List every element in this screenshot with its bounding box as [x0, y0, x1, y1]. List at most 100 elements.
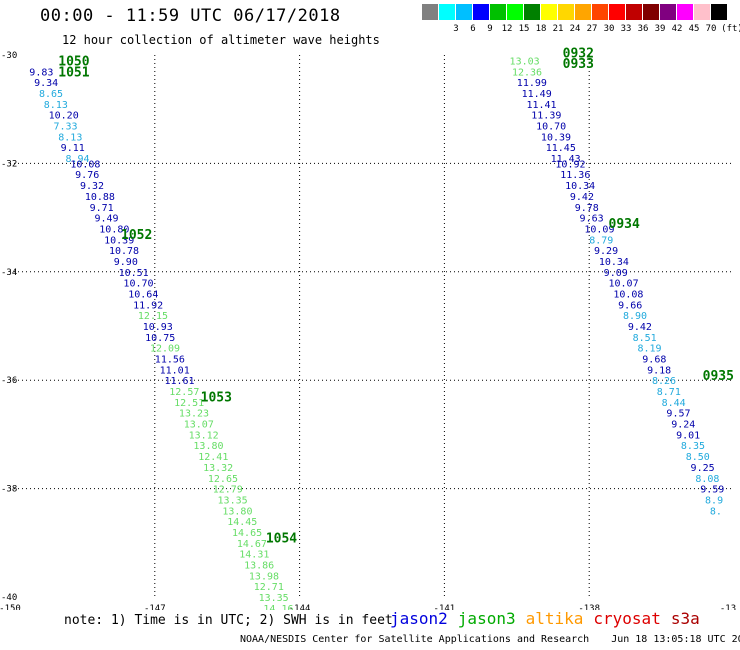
color-swatch — [609, 4, 626, 20]
wave-height-value: 13.98 — [249, 571, 279, 582]
wave-height-value: 12.79 — [213, 485, 243, 496]
wave-height-value: 14.67 — [237, 539, 267, 550]
lon-tick-label: -144 — [289, 604, 311, 610]
wave-height-value: 12.09 — [150, 344, 180, 355]
color-scale-label: 18 — [535, 24, 547, 34]
wave-height-value: 11.92 — [133, 300, 163, 311]
wave-height-value: 9.25 — [691, 463, 715, 474]
lat-tick-label: -36 — [1, 376, 17, 386]
wave-height-value: 14.31 — [239, 550, 269, 561]
credit-text: NOAA/NESDIS Center for Satellite Applica… — [240, 634, 590, 645]
wave-height-value: 9.01 — [676, 430, 700, 441]
lon-tick-label: -13 — [720, 604, 736, 610]
wave-height-value: 8.90 — [623, 311, 647, 322]
lat-tick-label: -34 — [1, 268, 17, 278]
wave-height-value: 12.15 — [138, 311, 168, 322]
page-title: 00:00 - 11:59 UTC 06/17/2018 — [40, 6, 341, 26]
color-scale-label: 45 — [688, 24, 700, 34]
color-scale-label: 36 — [637, 24, 649, 34]
color-swatch — [643, 4, 660, 20]
color-scale-label: 42 — [671, 24, 683, 34]
wave-height-value: 9.57 — [666, 409, 690, 420]
wave-height-value: 10.70 — [536, 121, 566, 132]
wave-height-value: 10.08 — [70, 159, 100, 170]
wave-height-value: 8.13 — [44, 100, 68, 111]
color-scale-label: 9 — [487, 24, 493, 34]
wave-height-value: 10.80 — [99, 224, 129, 235]
color-scale-label: 70 — [705, 24, 717, 34]
wave-height-value: 13.80 — [193, 441, 223, 452]
legend-cryosat: cryosat — [593, 609, 661, 628]
wave-height-value: 9.29 — [594, 246, 618, 257]
wave-height-value: 11.01 — [160, 365, 190, 376]
wave-height-value: 9.68 — [642, 355, 666, 366]
wave-height-value: 13.35 — [218, 495, 248, 506]
pass-time-label: 0933 — [563, 57, 594, 72]
satellite-legend: jason2 jason3 altika cryosat s3a — [390, 609, 710, 628]
lat-tick-label: -30 — [1, 51, 17, 61]
wave-height-value: 11.45 — [546, 143, 576, 154]
wave-height-value: 13.07 — [184, 420, 214, 431]
wave-height-value: 9.32 — [80, 181, 104, 192]
wave-height-value: 9.59 — [700, 485, 724, 496]
color-scale-label: 33 — [620, 24, 632, 34]
wave-height-value: 9.42 — [570, 192, 594, 203]
wave-height-value: 13.12 — [189, 430, 219, 441]
color-swatch — [711, 4, 728, 20]
wave-height-value: 9.34 — [34, 78, 58, 89]
wave-height-value: 10.39 — [104, 235, 134, 246]
wave-height-value: 11.41 — [526, 100, 556, 111]
wave-height-value: 13.23 — [179, 409, 209, 420]
wave-height-value: 10.34 — [599, 257, 629, 268]
color-swatch — [456, 4, 473, 20]
color-scale-label: 27 — [586, 24, 598, 34]
wave-height-value: 10.07 — [609, 279, 639, 290]
color-scale-label: 30 — [603, 24, 615, 34]
wave-height-value: 13.80 — [222, 506, 252, 517]
color-swatch — [524, 4, 541, 20]
pass-time-label: 1052 — [121, 228, 152, 243]
wave-height-value: 9.18 — [647, 365, 671, 376]
color-swatch — [507, 4, 524, 20]
legend-jason2: jason2 — [390, 609, 448, 628]
wave-height-value: 8.65 — [39, 89, 63, 100]
wave-height-value: 8. — [710, 506, 722, 517]
color-swatch — [422, 4, 439, 20]
wave-height-value: 10.39 — [541, 132, 571, 143]
color-swatch — [677, 4, 694, 20]
wave-height-value: 14.16 — [263, 604, 293, 610]
color-swatch — [558, 4, 575, 20]
color-swatch — [626, 4, 643, 20]
wave-height-value: 8.26 — [652, 376, 676, 387]
wave-height-value: 9.49 — [94, 214, 118, 225]
color-scale-label: 12 — [501, 24, 513, 34]
color-scale-label: 15 — [518, 24, 530, 34]
wave-height-value: 13.35 — [259, 593, 289, 604]
wave-height-value: 9.66 — [618, 300, 642, 311]
wave-height-value: 10.64 — [128, 289, 158, 300]
wave-height-value: 8.35 — [681, 441, 705, 452]
wave-height-value: 8.50 — [686, 452, 710, 463]
wave-height-value: 8.79 — [589, 235, 613, 246]
pass-time-label: 0932 — [563, 46, 594, 61]
wave-height-value: 12.36 — [512, 67, 542, 78]
wave-height-value: 8.08 — [695, 474, 719, 485]
color-scale-unit: (ft) — [721, 24, 740, 34]
wave-height-value: 10.09 — [584, 224, 614, 235]
color-swatch — [439, 4, 456, 20]
color-scale-label: 39 — [654, 24, 666, 34]
wave-height-value: 13.86 — [244, 560, 274, 571]
wave-height-value: 8.94 — [66, 154, 90, 165]
wave-height-value: 10.20 — [49, 111, 79, 122]
wave-height-value: 9.76 — [75, 170, 99, 181]
wave-height-value: 10.92 — [555, 159, 585, 170]
wave-height-value: 12.57 — [169, 387, 199, 398]
color-swatch — [694, 4, 711, 20]
wave-height-value: 11.99 — [517, 78, 547, 89]
wave-height-value: 8.51 — [633, 333, 657, 344]
lat-tick-label: -40 — [1, 593, 17, 603]
wave-height-value: 12.51 — [174, 398, 204, 409]
wave-height-value: 9.63 — [580, 214, 604, 225]
wave-height-value: 12.41 — [198, 452, 228, 463]
color-swatch — [660, 4, 677, 20]
